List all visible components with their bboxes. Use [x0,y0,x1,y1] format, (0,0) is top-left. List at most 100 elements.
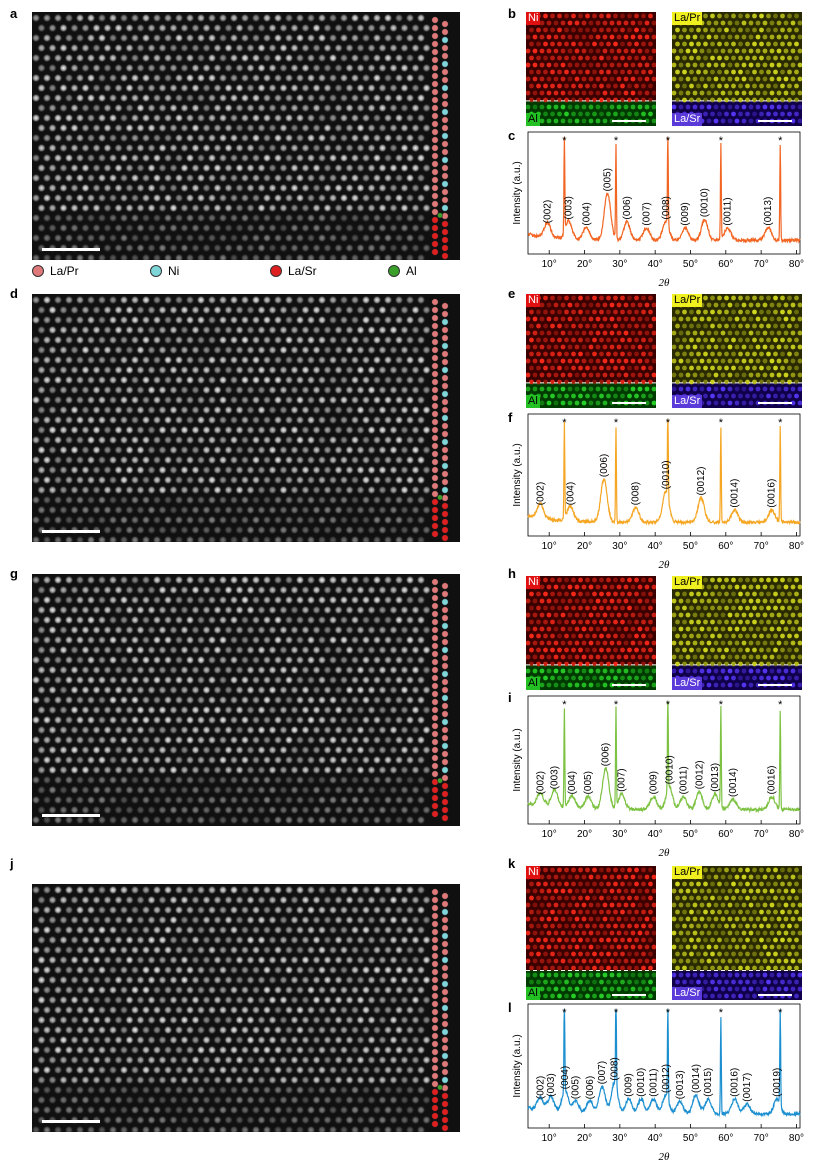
legend-label: La/Sr [288,264,317,278]
atom-model-column [431,298,449,542]
eds-label-top: La/Pr [672,576,703,589]
legend-label: La/Pr [50,264,79,278]
peak-label: (004) [581,202,592,225]
substrate-peak-star: * [719,1007,724,1019]
legend-item-ni: Ni [150,264,179,278]
eds-map-la-sr-k: La/Pr La/Sr [672,866,802,1000]
eds-map-ni-al-k: Ni Al [526,866,656,1000]
peak-label: (0011) [648,1069,659,1097]
eds-label-top: La/Pr [672,294,703,307]
peak-label: (007) [597,1061,608,1084]
x-tick-label: 20° [577,259,592,270]
xrd-chart-f: * * * * * (002) (004) (006) (008) (0010) (0012) (00… [512,413,804,571]
y-axis-label: Intensity (a.u.) [512,1034,523,1097]
scale-bar [758,684,792,686]
substrate-peak-star: * [562,135,567,147]
peak-label: (005) [583,771,594,794]
x-tick-label: 30° [612,1133,627,1144]
panel-label-f: f [508,410,513,425]
peak-label: (005) [603,168,614,191]
substrate-peak-star: * [666,699,671,711]
substrate-peak-star: * [562,417,567,429]
stem-image-a [32,12,460,260]
x-axis-label: 2θ [659,559,671,571]
scale-bar [42,248,100,251]
x-axis-label: 2θ [659,1151,671,1163]
peak-label: (0017) [742,1073,753,1102]
substrate-peak-star: * [778,417,783,429]
substrate-peak-star: * [778,135,783,147]
peak-label: (009) [648,771,659,794]
peak-label: (004) [565,482,576,505]
peak-label: (003) [564,196,575,219]
peak-label: (0015) [703,1068,714,1097]
peak-label: (004) [567,771,578,794]
substrate-peak-star: * [614,417,619,429]
atom-legend: La/Pr Ni La/Sr Al [32,264,432,282]
substrate-peak-star: * [719,699,724,711]
plot-frame [527,131,801,255]
scale-bar [612,684,646,686]
x-tick-label: 20° [577,541,592,552]
atom-model-column [431,888,449,1132]
peak-label: (008) [661,196,672,219]
peak-label: (006) [601,743,612,766]
legend-item-la-pr: La/Pr [32,264,79,278]
x-tick-label: 60° [718,541,733,552]
panel-label-e: e [508,286,516,301]
xrd-chart-i: * * * * * (002) (003) (004) (005) (006) (007) (009)… [512,695,804,859]
x-tick-label: 70° [754,541,769,552]
y-axis-label: Intensity (a.u.) [512,728,523,791]
peak-label: (006) [599,454,610,477]
eds-map-la-sr-h: La/Pr La/Sr [672,576,802,690]
substrate-peak-star: * [562,699,567,711]
x-tick-label: 10° [542,259,557,270]
scale-bar [758,994,792,996]
substrate-peak-star: * [614,135,619,147]
eds-label-bottom: La/Sr [672,395,703,408]
peak-label: (0013) [763,197,774,226]
substrate-peak-star: * [778,1007,783,1019]
xrd-chart-c: * * * * * (002) (003) (004) (005) (006) (007) (008)… [512,131,804,289]
panel-label-j: j [10,856,14,871]
peak-label: (0012) [696,466,707,495]
xrd-curve [527,136,801,244]
xrd-chart-l: * * * * * (002) (003) (004) (005) (006)(007) (008)… [512,1003,804,1163]
atomic-columns [32,13,431,260]
eds-map-ni-al-h: Ni Al [526,576,656,690]
eds-dots [672,13,802,124]
x-tick-label: 20° [577,829,592,840]
scale-bar [42,1120,100,1123]
peak-label: (002) [535,1076,546,1099]
eds-map-la-sr-b: La/Pr La/Sr [672,12,802,126]
x-tick-label: 30° [612,259,627,270]
peak-label: (009) [680,202,691,225]
atom-model-column [431,16,449,260]
atom-model-column [431,578,449,822]
panel-label-k: k [508,856,516,871]
ni-dot-icon [150,265,162,277]
x-tick-label: 80° [789,541,804,552]
atomic-columns [32,295,431,542]
substrate-peak-star: * [614,1007,619,1019]
xrd-curve [527,1008,801,1118]
substrate-peak-star: * [666,135,671,147]
substrate-peak-star: * [666,1007,671,1019]
scale-bar [612,994,646,996]
la-pr-dot-icon [32,265,44,277]
eds-label-bottom: Al [526,113,540,126]
scale-bar [42,530,100,533]
panel-label-a: a [10,6,18,21]
legend-label: Al [406,264,417,278]
stem-image-d [32,294,460,542]
peak-label: (007) [617,768,628,791]
peak-label: (0019) [772,1068,783,1097]
al-dot-icon [388,265,400,277]
eds-map-la-sr-e: La/Pr La/Sr [672,294,802,408]
x-tick-label: 80° [789,1133,804,1144]
x-tick-label: 50° [683,541,698,552]
x-tick-label: 70° [754,259,769,270]
plot-frame [527,695,801,825]
y-axis-label: Intensity (a.u.) [512,443,523,506]
eds-label-bottom: La/Sr [672,113,703,126]
